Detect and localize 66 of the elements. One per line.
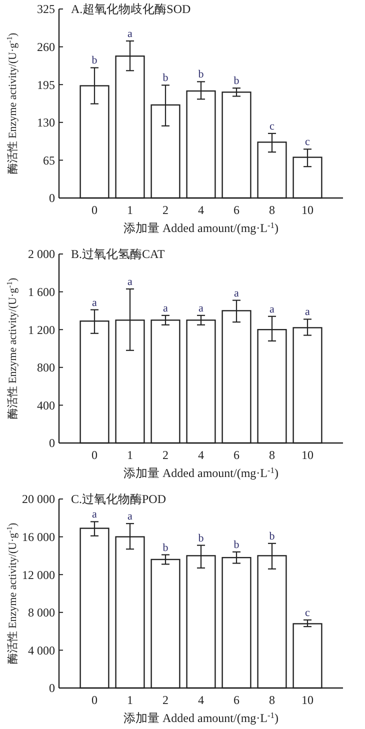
y-tick-label: 400 [37, 398, 55, 412]
x-axis-title: 添加量 Added amount/(mg·L$^{-1}$) [124, 466, 278, 480]
x-tick-label: 0 [92, 693, 98, 707]
y-tick-label: 65 [43, 153, 55, 168]
x-tick-label: 8 [269, 693, 275, 707]
y-tick-label: 4 000 [28, 643, 55, 658]
x-tick-label: 1 [127, 203, 133, 217]
annotation: b [269, 530, 276, 542]
annotation: a [270, 303, 275, 316]
y-tick-label: 16 000 [22, 530, 55, 544]
y-tick-label: 20 000 [22, 492, 55, 506]
x-tick-label: 2 [162, 203, 168, 217]
x-tick-label: 6 [234, 693, 240, 707]
x-tick-label: 10 [302, 448, 314, 462]
annotation: b [162, 542, 169, 554]
x-tick-label: 6 [234, 448, 240, 462]
x-tick-label: 2 [162, 693, 168, 707]
y-tick-label: 1 600 [28, 285, 55, 299]
annotation: a [128, 510, 133, 523]
chart-title: A.超氧化物歧化酶SOD [71, 2, 192, 16]
annotation: b [198, 532, 204, 544]
x-tick-label: 4 [198, 448, 204, 462]
annotation: a [92, 508, 98, 521]
x-tick-label: 10 [302, 693, 314, 707]
x-tick-label: 4 [198, 203, 204, 217]
annotation: a [163, 302, 168, 314]
x-axis-title: 添加量 Added amount/(mg·L$^{-1}$) [124, 220, 278, 235]
y-tick-label: 8 000 [28, 606, 55, 620]
y-tick-label: 1 200 [28, 322, 55, 337]
y-tick-label: 2 000 [28, 247, 55, 262]
annotation: c [305, 606, 310, 619]
x-tick-label: 8 [269, 203, 275, 217]
y-tick-label: 0 [49, 681, 55, 696]
annotation: a [198, 302, 204, 314]
x-tick-label: 1 [127, 693, 133, 707]
x-tick-label: 8 [269, 448, 275, 462]
annotation: c [270, 120, 275, 132]
x-tick-label: 0 [92, 448, 98, 462]
annotation: a [92, 296, 98, 309]
annotation: b [162, 72, 169, 84]
annotation: c [305, 136, 310, 148]
annotation: a [305, 306, 310, 318]
y-tick-label: 800 [37, 360, 55, 375]
annotation: b [198, 68, 204, 81]
x-tick-label: 0 [92, 203, 98, 217]
annotation: a [128, 28, 133, 40]
x-tick-label: 1 [127, 448, 133, 462]
y-tick-label: 12 000 [22, 568, 55, 582]
y-tick-label: 195 [37, 78, 55, 92]
annotation: a [128, 276, 133, 288]
y-tick-label: 0 [49, 191, 55, 206]
x-tick-label: 10 [302, 203, 314, 217]
chart-title: C.过氧化物酶POD [71, 492, 166, 506]
annotation: b [234, 538, 240, 551]
y-tick-label: 0 [49, 436, 55, 450]
x-axis-title: 添加量 Added amount/(mg·L$^{-1}$) [124, 710, 278, 725]
y-tick-label: 130 [37, 116, 55, 130]
y-tick-label: 260 [37, 40, 55, 54]
x-tick-label: 2 [162, 448, 168, 462]
annotation: b [92, 54, 98, 67]
y-tick-label: 325 [37, 2, 55, 16]
chart-title: B.过氧化氢酶CAT [71, 247, 166, 261]
annotation: a [234, 287, 240, 300]
x-tick-label: 6 [234, 203, 240, 217]
x-tick-label: 4 [198, 693, 204, 707]
annotation: b [234, 75, 240, 88]
